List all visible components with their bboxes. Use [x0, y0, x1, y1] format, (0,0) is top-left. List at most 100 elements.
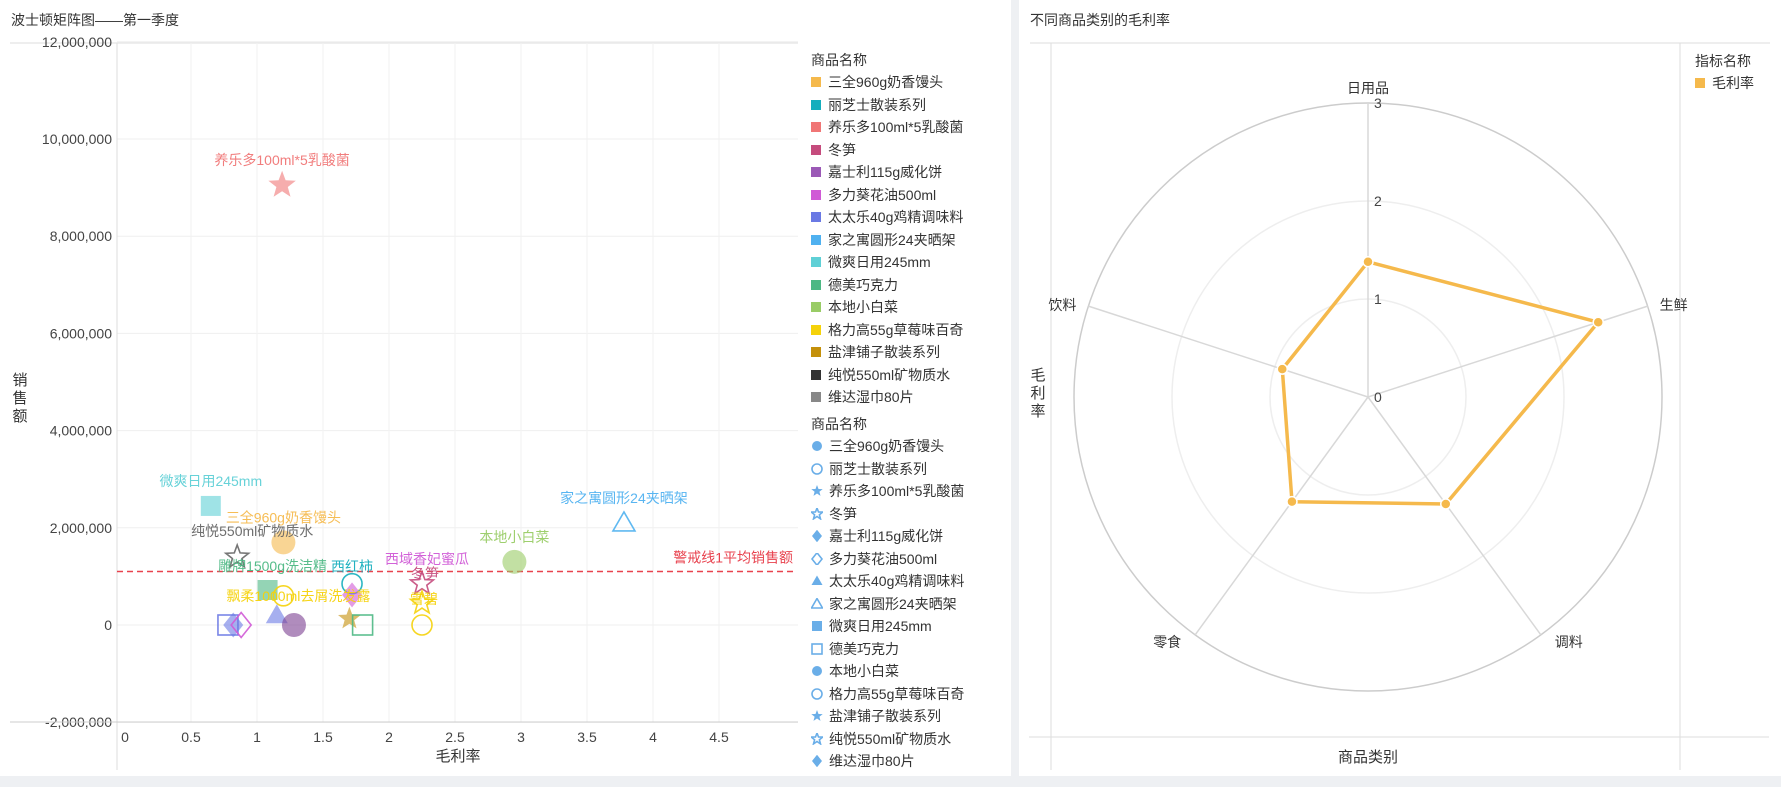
legend-shape-marker: [812, 621, 822, 632]
color-legend-item[interactable]: 维达湿巾80片: [811, 386, 1001, 409]
legend-item-label: 养乐多100ml*5乳酸菌: [829, 483, 965, 499]
y-tick-label: 6,000,000: [50, 325, 112, 341]
legend-color-swatch: [811, 392, 821, 403]
point-label: 纯悦550ml矿物质水: [191, 523, 313, 539]
shape-legend-item[interactable]: 格力高55g草莓味百奇: [811, 683, 1001, 706]
shape-legend-item[interactable]: 家之寓圆形24夹晒架: [811, 593, 1001, 616]
color-legend-item[interactable]: 太太乐40g鸡精调味料: [811, 206, 1001, 229]
x-axis-title: 毛利率: [435, 748, 480, 765]
radar-spoke: [1367, 305, 1648, 398]
legend-item-label: 纯悦550ml矿物质水: [829, 730, 952, 747]
shape-legend-item[interactable]: 多力葵花油500ml: [811, 548, 1001, 571]
color-legend-item[interactable]: 多力葵花油500ml: [811, 184, 1001, 207]
legend-item-label: 冬笋: [828, 141, 856, 158]
radar-category-label: 零食: [1153, 634, 1181, 650]
radar-spoke: [1194, 396, 1369, 636]
legend-item-label: 三全960g奶香馒头: [829, 438, 945, 454]
color-legend-item[interactable]: 格力高55g草莓味百奇: [811, 319, 1001, 342]
legend-item-label: 本地小白菜: [829, 663, 899, 679]
y-axis-title-char: 额: [12, 408, 27, 425]
scatter-point: [411, 614, 433, 636]
scatter-point: [200, 495, 221, 516]
legend-item-label: 格力高55g草莓味百奇: [829, 685, 965, 702]
color-legend-item[interactable]: 冬笋: [811, 139, 1001, 162]
shape-legend-item[interactable]: 德美巧克力: [811, 638, 1001, 661]
radar-legend-item[interactable]: 毛利率: [1695, 72, 1779, 95]
radar-y-axis-title-char: 利: [1030, 385, 1045, 402]
color-legend-item[interactable]: 纯悦550ml矿物质水: [811, 364, 1001, 387]
scatter-points: [200, 170, 637, 639]
legend-item-label: 盐津铺子散装系列: [828, 344, 940, 360]
color-legend-item[interactable]: 嘉士利115g威化饼: [811, 161, 1001, 184]
color-legend-item[interactable]: 德美巧克力: [811, 274, 1001, 297]
color-legend-item[interactable]: 养乐多100ml*5乳酸菌: [811, 116, 1001, 139]
legend-item-label: 家之寓圆形24夹晒架: [828, 231, 956, 248]
radar-panel: 不同商品类别的毛利率 0 1 2 3 日用品 生鲜 调料 零食 饮料 商品类别 毛利率 指标名称 毛…: [1019, 0, 1781, 776]
legend-shape: [812, 530, 822, 543]
legend-item-label: 多力葵花油500ml: [828, 186, 937, 203]
shape-legend-item[interactable]: 嘉士利115g威化饼: [811, 525, 1001, 548]
shape-legend-item[interactable]: 本地小白菜: [811, 660, 1001, 683]
legend-shape-marker: [811, 507, 823, 520]
legend-item-label: 维达湿巾80片: [829, 753, 915, 769]
legend-shape: [811, 462, 823, 475]
color-legend-item[interactable]: 微爽日用245mm: [811, 251, 1001, 274]
point-label: 微爽日用245mm: [159, 473, 262, 489]
warning-line-label: 警戒线1平均销售额: [673, 550, 793, 566]
legend-color-swatch: [1695, 78, 1705, 89]
legend-shape: [812, 621, 822, 632]
circle-filled-icon: [811, 665, 823, 677]
legend-item-label: 太太乐40g鸡精调味料: [829, 573, 965, 589]
legend-shape-marker: [812, 441, 822, 452]
scatter-point: [257, 580, 278, 601]
radar-ring-label: 3: [1374, 95, 1382, 111]
shape-legend-item[interactable]: 维达湿巾80片: [811, 750, 1001, 773]
shape-legend-item[interactable]: 冬笋: [811, 503, 1001, 526]
radar-category-label: 饮料: [1048, 297, 1076, 313]
legend-color-swatch: [811, 369, 821, 380]
shape-legend-item[interactable]: 纯悦550ml矿物质水: [811, 728, 1001, 751]
shape-legend-item[interactable]: 养乐多100ml*5乳酸菌: [811, 480, 1001, 503]
shape-legend-item[interactable]: 三全960g奶香馒头: [811, 435, 1001, 458]
x-tick-label: 0: [121, 729, 129, 745]
point-label: 三全960g奶香馒头: [226, 509, 341, 525]
shape-legend-list[interactable]: 三全960g奶香馒头丽芝士散装系列养乐多100ml*5乳酸菌冬笋嘉士利115g威…: [811, 435, 1001, 787]
point-label: 雪碧: [410, 591, 438, 607]
legend-color-swatch: [811, 257, 821, 268]
color-legend-item[interactable]: 家之寓圆形24夹晒架: [811, 229, 1001, 252]
legend-color-swatch: [811, 99, 821, 110]
x-tick-label: 1.5: [313, 729, 333, 745]
shape-legend-item[interactable]: 微爽日用245mm: [811, 615, 1001, 638]
scatter-grid: [117, 41, 798, 723]
legend-item-label: 太太乐40g鸡精调味料: [828, 209, 964, 225]
shape-legend-item[interactable]: 丽芝士散装系列: [811, 458, 1001, 481]
legend-item-label: 嘉士利115g威化饼: [829, 528, 944, 544]
radar-legend: 指标名称 毛利率: [1695, 50, 1779, 95]
radar-category-label: 生鲜: [1660, 297, 1688, 313]
shape-legend-item[interactable]: 盐津铺子散装系列: [811, 705, 1001, 728]
radar-point: [1286, 495, 1298, 508]
shape-legend: 商品名称 三全960g奶香馒头 丽芝士散装系列 养乐多100ml*5乳酸菌 冬笋 嘉士利…: [811, 413, 1001, 787]
legend-item-label: 德美巧克力: [828, 276, 898, 293]
legend-color-swatch: [811, 212, 821, 223]
shape-legend-item[interactable]: 太太乐40g鸡精调味料: [811, 570, 1001, 593]
legend-item-label: 多力葵花油500ml: [829, 550, 938, 567]
circle-filled-icon: [811, 440, 823, 452]
boston-matrix-chart: -2,000,00002,000,0004,000,0006,000,0008,…: [10, 34, 798, 770]
color-legend-list[interactable]: 三全960g奶香馒头 丽芝士散装系列 养乐多100ml*5乳酸菌冬笋嘉士利115g威…: [811, 71, 1001, 415]
legend-shape-marker: [811, 485, 823, 497]
star-hollow-icon: [811, 507, 823, 520]
y-tick-label: 10,000,000: [42, 131, 112, 147]
color-legend-item[interactable]: 三全960g奶香馒头: [811, 71, 1001, 94]
radar-category-label: 调料: [1555, 634, 1583, 650]
color-legend-item[interactable]: 丽芝士散装系列: [811, 94, 1001, 117]
y-axis-title-char: 销: [12, 372, 27, 389]
legend-item-label: 格力高55g草莓味百奇: [828, 321, 964, 338]
legend-item-label: 家之寓圆形24夹晒架: [829, 595, 957, 612]
scatter-point: [502, 549, 527, 574]
color-legend-item[interactable]: 本地小白菜: [811, 296, 1001, 319]
legend-color-swatch: [811, 122, 821, 133]
legend-color-swatch: [811, 302, 821, 313]
color-legend-item[interactable]: 盐津铺子散装系列: [811, 341, 1001, 364]
legend-item-label: 毛利率: [1712, 75, 1754, 91]
